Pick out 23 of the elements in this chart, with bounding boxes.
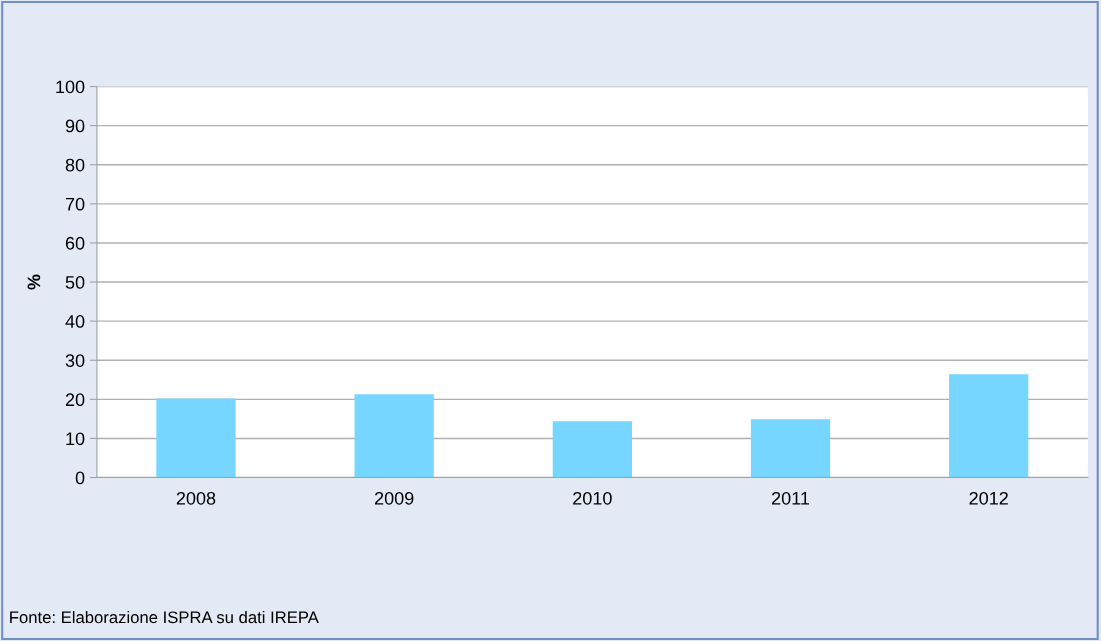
x-tick-label: 2010 <box>573 491 612 505</box>
y-tick-label: 100 <box>56 80 85 94</box>
y-tick-label: 30 <box>65 354 85 367</box>
x-tick-label: 2008 <box>176 491 216 505</box>
bar <box>750 419 831 478</box>
bar <box>354 394 434 478</box>
y-tick-label: 40 <box>65 315 85 328</box>
y-tick-label: 50 <box>65 275 85 289</box>
y-axis-title: % <box>27 274 41 290</box>
y-tick-label: 70 <box>65 197 85 211</box>
y-tick-label: 60 <box>65 236 85 250</box>
bar <box>156 398 236 478</box>
x-tick-label: 2011 <box>772 491 810 505</box>
y-tick-label: 80 <box>65 158 85 172</box>
x-tick-label: 2009 <box>374 491 414 505</box>
y-tick-label: 20 <box>65 393 85 407</box>
bar <box>552 421 632 478</box>
y-tick-label: 90 <box>65 119 85 133</box>
y-tick-label: 0 <box>75 471 85 485</box>
source-note: Fonte: Elaborazione ISPRA su dati IREPA <box>10 610 319 624</box>
x-tick-label: 2012 <box>969 491 1008 505</box>
y-tick-label: 10 <box>66 432 85 446</box>
bar <box>949 374 1029 478</box>
